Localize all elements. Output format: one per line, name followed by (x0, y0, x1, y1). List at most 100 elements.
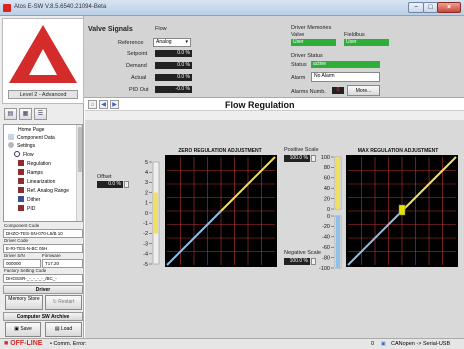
archive-section-header: Computer SW Archive (3, 312, 83, 321)
driver-status-label: Driver Status (291, 53, 323, 59)
tree-item-regulation[interactable]: Regulation (18, 160, 51, 168)
tree-item-ramps[interactable]: Ramps (18, 169, 43, 177)
pos-slider-tick-label: 100 (321, 155, 330, 161)
tree-item-pid[interactable]: PID (18, 205, 35, 213)
alarms-number-label: Alarms Numb. (291, 89, 326, 95)
home-button[interactable]: ⌂ (88, 100, 97, 109)
tree-item-flow[interactable]: Flow (14, 151, 34, 159)
save-button[interactable]: ▣ Save (5, 322, 41, 337)
tree-item-component-data[interactable]: Component Data (8, 134, 55, 142)
positive-scale-value[interactable]: 100.0 % (284, 155, 310, 162)
wrench-icon (8, 142, 14, 148)
driver-section-header: Driver (3, 285, 83, 294)
factory-code-field: DHOSSR-_-_-_-_-_/BC_- (3, 274, 83, 283)
zero-chart (165, 155, 277, 267)
negative-scale-value[interactable]: 100.0 % (284, 258, 310, 265)
component-code-label: Component Code (4, 223, 40, 228)
zero-series-positive (220, 156, 276, 212)
positive-scale-slider[interactable]: 100 80 60 40 20 0 (318, 153, 344, 213)
setpoint-value: 0.0 % (155, 50, 192, 57)
minimize-icon: − (413, 4, 419, 11)
document-icon (8, 134, 14, 140)
window-title: Atos E-SW V.8.5.6540.21094-Beta (14, 4, 107, 10)
title-bar: Atos E-SW V.8.5.6540.21094-Beta − □ × (0, 0, 464, 16)
connection-icon: ▣ (381, 341, 386, 347)
forward-button[interactable]: ▶ (110, 100, 119, 109)
tree-item-home[interactable]: Home Page (18, 127, 45, 133)
positive-scale-spinner[interactable] (311, 155, 316, 162)
tree-scrollbar[interactable] (76, 125, 82, 221)
list-view-icon[interactable]: ☰ (34, 108, 47, 120)
driver-memories-label: Driver Memories (291, 25, 332, 31)
max-series-negative (347, 210, 403, 266)
maximize-button[interactable]: □ (423, 2, 438, 13)
pos-slider-tick-label: 0 (327, 207, 330, 213)
valve-memory-label: Valve (291, 32, 305, 38)
zero-slider-tick-label: 1 (145, 201, 148, 207)
restart-button[interactable]: ↻ Restart (45, 295, 82, 310)
error-count: 0 (371, 341, 375, 347)
chevron-down-icon: ▾ (185, 39, 188, 45)
dither-icon (18, 196, 24, 202)
restart-icon: ↻ (52, 299, 59, 305)
range-icon (18, 187, 24, 193)
reference-select[interactable]: Analog ▾ (153, 38, 191, 47)
level-button[interactable]: Level 2 - Advanced (8, 90, 78, 99)
page-title: Flow Regulation (225, 100, 295, 110)
page-tree-icon[interactable]: ▤ (4, 108, 17, 120)
close-button[interactable]: × (437, 2, 461, 13)
zero-slider-tick-label: 5 (145, 160, 148, 166)
zero-slider-fill (154, 192, 158, 234)
offset-spinner[interactable] (124, 181, 129, 188)
left-icon-bar: ▤ ▦ ☰ (4, 108, 49, 120)
component-code-field: DHZO-TES-SN-070-L5/B 10 (3, 229, 83, 238)
offline-icon: ■ (4, 340, 11, 347)
positive-scale-label: Positive Scale (284, 147, 319, 153)
memory-store-button[interactable]: Memory Store (5, 295, 43, 310)
zero-slider[interactable]: 5 4 3 2 1 0 -1 -2 -3 -4 -5 (136, 158, 162, 268)
more-button[interactable]: More... (347, 85, 380, 96)
graph-tree-icon[interactable]: ▦ (19, 108, 32, 120)
pos-slider-tick-label: 20 (324, 196, 330, 202)
load-button[interactable]: ▤ Load (45, 322, 82, 337)
offset-value[interactable]: 0.0 % (97, 181, 123, 188)
logo-box (2, 18, 84, 104)
zero-slider-tick-label: 4 (145, 170, 148, 176)
ramps-icon (18, 169, 24, 175)
actual-label: Actual (131, 75, 147, 81)
pos-slider-tick-label: 40 (324, 186, 330, 192)
negative-scale-spinner[interactable] (311, 258, 316, 265)
driver-sn-label: Driver S/N (4, 253, 25, 258)
tree-item-ref-analog-range[interactable]: Ref. Analog Range (18, 187, 69, 195)
negative-scale-label: Negative Scale (284, 250, 321, 256)
linearization-icon (18, 178, 24, 184)
tree-item-settings[interactable]: Settings (8, 142, 35, 150)
offset-label: Offset (97, 174, 112, 180)
pos-slider-tick-label: 80 (324, 165, 330, 171)
home-icon: ⌂ (90, 102, 95, 108)
zero-slider-tick-label: -3 (143, 241, 148, 247)
tree-item-dither[interactable]: Dither (18, 196, 40, 204)
neg-slider-tick-label: -20 (322, 224, 330, 230)
firmware-field: T17.20 (42, 259, 83, 268)
neg-slider-fill (336, 216, 340, 268)
alarms-number-value: 0 (332, 87, 344, 94)
neg-slider-tick-label: 0 (327, 214, 330, 220)
tree-item-linearization[interactable]: Linearization (18, 178, 55, 186)
setpoint-label: Setpoint (127, 51, 148, 57)
tree-scrollbar-thumb[interactable] (78, 127, 82, 172)
alarm-label: Alarm (291, 75, 306, 81)
demand-value: 0.0 % (155, 62, 192, 69)
forward-arrow-icon: ▶ (112, 102, 117, 108)
flow-icon (14, 151, 20, 157)
navigation-tree: Home Page Component Data Settings Flow R… (3, 124, 83, 222)
negative-scale-slider[interactable]: 0 -20 -40 -60 -80 -100 (318, 212, 344, 272)
back-button[interactable]: ◀ (99, 100, 108, 109)
minimize-button[interactable]: − (408, 2, 424, 13)
zero-slider-tick-label: -2 (143, 231, 148, 237)
content-toolbar: ⌂ ◀ ▶ Flow Regulation (85, 99, 464, 111)
factory-code-label: Factory Setting Code (4, 268, 47, 273)
status-label: Status (291, 62, 307, 68)
demand-label: Demand (126, 63, 147, 69)
close-icon: × (446, 4, 452, 11)
